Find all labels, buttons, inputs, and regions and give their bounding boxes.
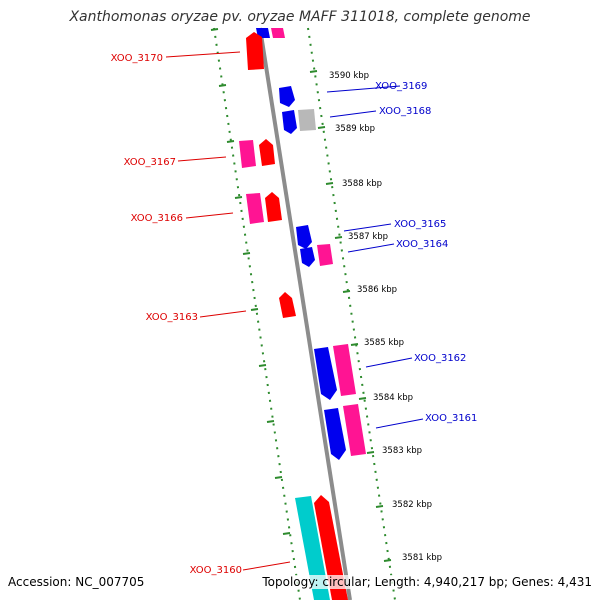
gene-xoo-3162-pink [333, 344, 356, 396]
ruler-label-3586: 3586 kbp [357, 285, 397, 295]
gene-xoo-3168-grey [298, 109, 316, 131]
gene-xoo-3166-pink [246, 193, 264, 224]
gene-xoo-3168-blue [282, 110, 297, 134]
gene-xoo-3160-red [314, 495, 348, 600]
gene-label-xoo-3168: XOO_3168 [379, 106, 431, 117]
gene-xoo-3169 [279, 86, 295, 107]
gene-label-xoo-3170: XOO_3170 [111, 53, 163, 64]
genome-stats-text: Topology: circular; Length: 4,940,217 bp… [262, 575, 592, 589]
gene-xoo-3161-pink [343, 404, 366, 456]
ruler-ticks [210, 28, 392, 562]
gene-xoo-3161-blue [324, 408, 346, 460]
gene-label-xoo-3163: XOO_3163 [146, 312, 198, 323]
ruler-label-3585: 3585 kbp [364, 338, 404, 348]
gene-xoo-3167-red [259, 139, 275, 166]
ruler-label-3587: 3587 kbp [348, 232, 388, 242]
gene-label-xoo-3160: XOO_3160 [190, 565, 242, 576]
gene-xoo-3163 [279, 292, 296, 318]
label-leaders [165, 51, 424, 571]
gene-label-xoo-3165: XOO_3165 [394, 219, 446, 230]
gene-xoo-3164-pink [317, 244, 333, 266]
gene-label-xoo-3162: XOO_3162 [414, 353, 466, 364]
gene-xoo-3170 [246, 32, 264, 70]
gene-xoo-3162-blue [314, 347, 337, 400]
accession-text: Accession: NC_007705 [8, 575, 145, 589]
gene-label-xoo-3169: XOO_3169 [375, 81, 427, 92]
ruler-left-track [213, 27, 301, 600]
gene-label-xoo-3166: XOO_3166 [131, 213, 183, 224]
ruler-label-3590: 3590 kbp [329, 71, 369, 81]
ruler-label-3582: 3582 kbp [392, 500, 432, 510]
gene-label-xoo-3164: XOO_3164 [396, 239, 448, 250]
ruler-label-3581: 3581 kbp [402, 553, 442, 563]
gene-features [239, 28, 366, 600]
ruler-label-3583: 3583 kbp [382, 446, 422, 456]
ruler-label-3589: 3589 kbp [335, 124, 375, 134]
genome-backbone [258, 27, 352, 600]
gene-label-xoo-3161: XOO_3161 [425, 413, 477, 424]
gene-partial-top-pink [271, 28, 285, 38]
map-title: Xanthomonas oryzae pv. oryzae MAFF 31101… [69, 9, 531, 25]
gene-xoo-3160-cyan [295, 496, 330, 600]
gene-xoo-3164-blue [300, 247, 315, 267]
ruler-right-track [307, 27, 396, 600]
ruler-label-3588: 3588 kbp [342, 179, 382, 189]
gene-xoo-3165 [296, 225, 312, 249]
gene-label-xoo-3167: XOO_3167 [124, 157, 176, 168]
gene-xoo-3166-red [265, 192, 282, 222]
gene-xoo-3167-pink [239, 140, 256, 168]
ruler-labels: 3590 kbp 3589 kbp 3588 kbp 3587 kbp 3586… [329, 71, 442, 563]
gene-labels: XOO_3170 XOO_3169 XOO_3168 XOO_3167 XOO_… [111, 53, 478, 576]
ruler-label-3584: 3584 kbp [373, 393, 413, 403]
